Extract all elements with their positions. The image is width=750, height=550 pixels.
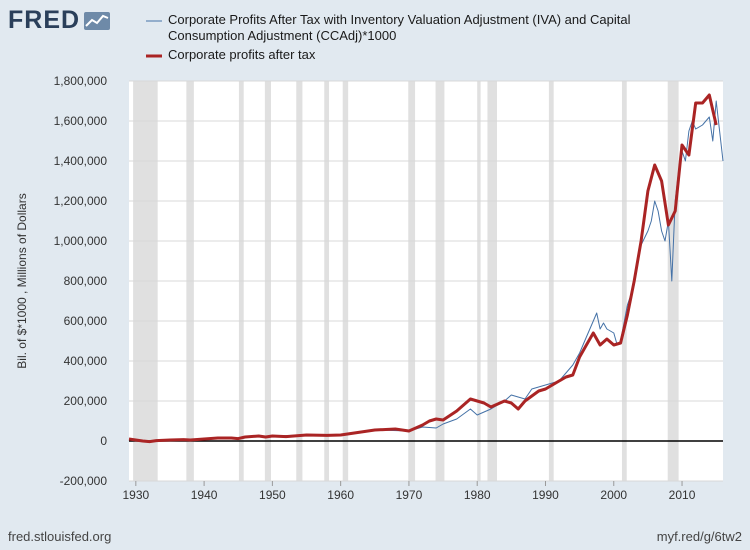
x-tick-label-7: 2000 xyxy=(600,488,627,502)
source-link[interactable]: fred.stlouisfed.org xyxy=(8,529,112,544)
x-tick-label-0: 1930 xyxy=(122,488,149,502)
y-tick-label-8: 1,400,000 xyxy=(54,154,108,168)
legend-entry-thick: Corporate profits after tax xyxy=(146,47,706,63)
y-tick-label-0: -200,000 xyxy=(60,474,108,488)
chart-legend: Corporate Profits After Tax with Invento… xyxy=(146,12,706,66)
legend-entry-thin: Corporate Profits After Tax with Invento… xyxy=(146,12,706,44)
x-tick-label-5: 1980 xyxy=(464,488,491,502)
x-tick-label-6: 1990 xyxy=(532,488,559,502)
y-tick-label-2: 200,000 xyxy=(64,394,108,408)
y-tick-label-1: 0 xyxy=(100,434,107,448)
y-tick-label-9: 1,600,000 xyxy=(54,114,108,128)
y-tick-label-7: 1,200,000 xyxy=(54,194,108,208)
x-tick-label-4: 1970 xyxy=(396,488,423,502)
y-tick-label-10: 1,800,000 xyxy=(54,74,108,88)
legend-swatch-thick xyxy=(146,54,162,58)
y-axis-ticks: -200,000 0 200,000 400,000 600,000 800,000 1,0… xyxy=(54,74,108,488)
legend-label-thin: Corporate Profits After Tax with Invento… xyxy=(168,12,631,43)
y-tick-label-3: 400,000 xyxy=(64,354,108,368)
y-tick-label-4: 600,000 xyxy=(64,314,108,328)
chart-line-icon xyxy=(84,11,111,30)
y-tick-label-5: 800,000 xyxy=(64,274,108,288)
x-tick-label-2: 1950 xyxy=(259,488,286,502)
x-axis-ticks: 1930 1940 1950 1960 1970 1980 1990 2000 2010 xyxy=(122,481,696,502)
series-group xyxy=(128,93,724,444)
fred-logo[interactable]: FRED xyxy=(8,6,111,35)
x-tick-label-3: 1960 xyxy=(327,488,354,502)
series-line-0 xyxy=(251,100,724,438)
y-axis-label: Bil. of $*1000 , Millions of Dollars xyxy=(15,193,29,368)
short-url-link[interactable]: myf.red/g/6tw2 xyxy=(656,529,742,544)
x-tick-label-8: 2010 xyxy=(669,488,696,502)
legend-label-thick: Corporate profits after tax xyxy=(168,47,316,62)
series-line-1 xyxy=(128,93,718,444)
logo-text: FRED xyxy=(8,6,81,34)
y-tick-label-6: 1,000,000 xyxy=(54,234,108,248)
legend-swatch-thin xyxy=(146,20,162,22)
x-tick-label-1: 1940 xyxy=(191,488,218,502)
